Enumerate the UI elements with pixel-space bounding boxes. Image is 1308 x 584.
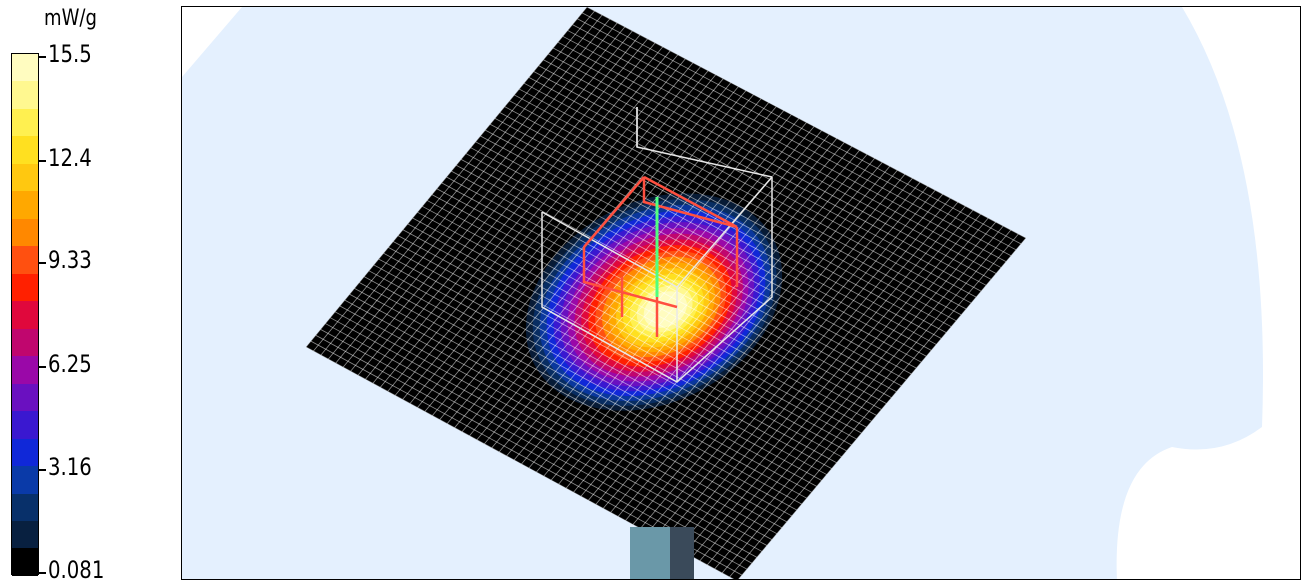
grid-line xyxy=(426,200,862,434)
grid-line xyxy=(397,235,832,469)
colorbar-tick-label: 3.16 xyxy=(48,452,92,481)
grid-line xyxy=(721,229,1012,574)
grid-line xyxy=(565,146,853,489)
grid-line xyxy=(684,209,974,554)
grid-line xyxy=(402,229,837,464)
grid-line xyxy=(550,138,838,481)
grid-line xyxy=(330,317,763,552)
grid-line xyxy=(393,241,827,475)
grid-line xyxy=(441,182,877,416)
grid-line xyxy=(363,276,797,511)
grid-line xyxy=(632,181,921,525)
colorbar-band xyxy=(12,411,38,439)
colorbar-tick-mark xyxy=(39,572,46,574)
colorbar-band xyxy=(12,356,38,384)
colorbar-band xyxy=(12,548,38,576)
grid-line xyxy=(383,252,817,487)
grid-line xyxy=(714,225,1004,570)
grid-line xyxy=(610,170,898,513)
grid-line xyxy=(729,233,1019,578)
grid-line xyxy=(344,299,778,535)
grid-line xyxy=(334,311,768,546)
grid-line xyxy=(699,217,989,562)
colorbar-tick-mark xyxy=(39,159,46,162)
grid-line xyxy=(536,130,822,473)
grid-line xyxy=(640,185,928,529)
colorbar-band xyxy=(12,520,38,549)
colorbar-band xyxy=(12,81,38,109)
grid-line xyxy=(602,166,891,509)
grid-line xyxy=(617,174,906,517)
sar-heat-distribution xyxy=(525,193,783,411)
colorbar-band xyxy=(12,466,38,494)
grid-line xyxy=(647,189,936,533)
colorbar: mW/g 15.5 12.4 9.33 6.25 3.16 0.081 xyxy=(0,0,180,584)
colorbar-tick-label: 15.5 xyxy=(48,40,92,68)
grid-line xyxy=(669,201,959,545)
colorbar-band xyxy=(12,438,38,467)
grid-line xyxy=(736,237,1026,579)
grid-line xyxy=(412,217,847,452)
support-post-shadow xyxy=(670,527,694,579)
colorbar-tick-mark xyxy=(39,56,46,58)
colorbar-tick-label: 12.4 xyxy=(48,143,92,172)
grid-line xyxy=(431,194,867,428)
colorbar-tick-label: 6.25 xyxy=(48,349,92,378)
colorbar-tick-mark xyxy=(39,468,46,471)
sar-scene-svg xyxy=(182,7,1300,579)
grid-line xyxy=(595,162,883,505)
grid-line xyxy=(354,288,788,523)
colorbar-band xyxy=(12,246,38,274)
grid-line xyxy=(558,142,845,485)
grid-line xyxy=(654,193,944,537)
colorbar-band xyxy=(12,54,38,82)
grid-line xyxy=(339,305,773,540)
grid-line xyxy=(320,329,753,564)
grid-line xyxy=(407,223,842,458)
grid-line xyxy=(588,158,875,501)
support-post xyxy=(630,527,670,579)
grid-line xyxy=(388,246,822,481)
colorbar-band xyxy=(12,383,38,412)
grid-line xyxy=(373,264,807,499)
grid-line xyxy=(368,270,802,505)
grid-line xyxy=(706,221,997,566)
grid-line xyxy=(446,176,882,410)
grid-line xyxy=(573,150,860,493)
grid-line xyxy=(422,205,857,440)
grid-line xyxy=(692,213,981,558)
grid-line xyxy=(325,323,758,558)
device-outline-white xyxy=(541,107,773,383)
colorbar-tick-label: 0.081 xyxy=(48,556,105,584)
grid-line xyxy=(359,282,793,517)
colorbar-unit-label: mW/g xyxy=(44,6,97,31)
colorbar-tick-mark xyxy=(39,365,46,368)
grid-line xyxy=(349,293,783,529)
grid-line xyxy=(580,154,868,497)
colorbar-tick-label: 9.33 xyxy=(48,246,92,275)
grid-line xyxy=(378,258,812,493)
colorbar-band xyxy=(12,136,38,164)
colorbar-band xyxy=(12,163,38,192)
colorbar-band xyxy=(12,301,38,329)
colorbar-band xyxy=(12,273,38,302)
grid-line xyxy=(417,211,852,446)
colorbar-band xyxy=(12,191,38,219)
grid-line xyxy=(677,205,966,549)
sar-3d-view xyxy=(181,6,1301,580)
grid-line xyxy=(543,134,830,477)
colorbar-band xyxy=(12,328,38,357)
grid-line xyxy=(436,188,872,422)
grid-line xyxy=(625,178,913,521)
colorbar-band xyxy=(12,493,38,521)
measurement-grid xyxy=(306,7,1026,579)
colorbar-tick-mark xyxy=(39,262,46,265)
colorbar-band xyxy=(12,108,38,137)
colorbar-gradient xyxy=(11,53,39,576)
colorbar-band xyxy=(12,218,38,247)
grid-line xyxy=(662,197,951,541)
